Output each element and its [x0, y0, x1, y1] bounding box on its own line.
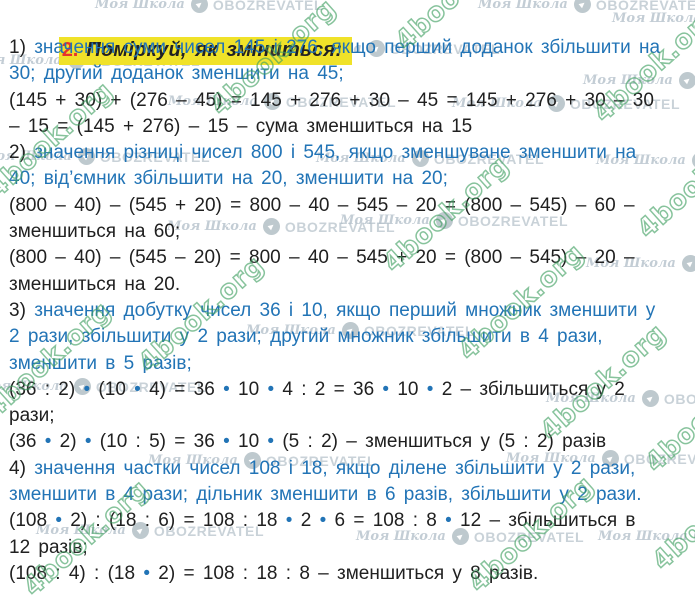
- text-segment: (800 – 40) – (545 + 20) = 800 – 40 – 545…: [9, 194, 635, 216]
- text-line: зменшиться на 20.: [9, 272, 660, 298]
- text-segment: рази;: [9, 405, 55, 427]
- multiplication-dot: •: [382, 378, 390, 400]
- multiplication-dot: •: [223, 431, 230, 453]
- text-line: (36 : 2) • (10 • 4) = 36 • 10 • 4 : 2 = …: [9, 377, 660, 403]
- text-segment: 10: [389, 378, 427, 400]
- text-segment: (36: [9, 431, 45, 453]
- text-line: 40; від’ємник збільшити на 20, зменшити …: [9, 166, 660, 192]
- task-header: 2. Поміркуй, як зміниться:: [9, 5, 660, 65]
- text-line: (108 : 4) : (18 • 2) = 108 : 18 : 8 – зм…: [9, 561, 660, 587]
- text-line: 12 разів;: [9, 535, 660, 561]
- text-line: 2 рази, збільшити у 2 рази; другий множн…: [9, 324, 660, 350]
- text-segment: (10 : 5) = 36: [91, 431, 224, 453]
- text-segment: (5 : 2) – зменшиться у (5 : 2) разів: [274, 431, 607, 453]
- text-segment: значення частки чисел 108 і 18, якщо діл…: [34, 457, 636, 479]
- text-segment: 6 = 108 : 8: [326, 510, 446, 532]
- text-line: 4) значення частки чисел 108 і 18, якщо …: [9, 456, 660, 482]
- text-segment: (108 : 4) : (18: [9, 562, 144, 584]
- text-segment: 4): [9, 457, 35, 479]
- text-segment: (108: [9, 510, 56, 532]
- text-segment: значення добутку чисел 36 і 10, якщо пер…: [34, 299, 656, 321]
- text-line: рази;: [9, 403, 660, 429]
- multiplication-dot: •: [143, 562, 150, 584]
- obozrevatel-logo-icon: ►: [681, 255, 695, 272]
- text-segment: 3): [9, 299, 35, 321]
- text-segment: (10: [90, 378, 135, 400]
- text-segment: 2): [51, 431, 85, 453]
- multiplication-dot: •: [44, 431, 52, 453]
- text-segment: 12 разів;: [9, 536, 88, 558]
- text-segment: 2: [292, 510, 320, 532]
- multiplication-dot: •: [445, 510, 452, 532]
- text-line: (800 – 40) – (545 – 20) = 800 – 40 – 545…: [9, 245, 660, 271]
- text-segment: 10: [229, 431, 268, 453]
- solution-text-block: 2. Поміркуй, як зміниться: 1) значення су…: [9, 5, 660, 587]
- text-line: 2) значення різниці чисел 800 і 545, якщ…: [9, 140, 660, 166]
- text-segment: 30; другий доданок зменшити на 45;: [9, 63, 344, 85]
- multiplication-dot: •: [319, 510, 327, 532]
- multiplication-dot: •: [223, 378, 230, 400]
- multiplication-dot: •: [285, 510, 293, 532]
- text-line: зменшити в 5 разів;: [9, 351, 660, 377]
- text-line: (800 – 40) – (545 + 20) = 800 – 40 – 545…: [9, 193, 660, 219]
- multiplication-dot: •: [84, 431, 92, 453]
- text-segment: 40; від’ємник збільшити на 20, зменшити …: [9, 168, 448, 190]
- text-segment: зменшити в 5 разів;: [9, 352, 192, 374]
- text-segment: 4 : 2 = 36: [274, 378, 383, 400]
- multiplication-dot: •: [426, 378, 434, 400]
- text-line: зменшиться на 60;: [9, 219, 660, 245]
- multiplication-dot: •: [267, 431, 275, 453]
- text-segment: (36 : 2): [9, 378, 84, 400]
- text-line: зменшити в 4 рази; дільник зменшити в 6 …: [9, 482, 660, 508]
- text-segment: зменшити в 4 рази; дільник зменшити в 6 …: [9, 484, 642, 506]
- text-line: (145 + 30) + (276 – 45) = 145 + 276 + 30…: [9, 88, 660, 114]
- text-segment: 2) : (18 : 6) = 108 : 18: [61, 510, 286, 532]
- text-segment: значення різниці чисел 800 і 545, якщо з…: [34, 142, 637, 164]
- watermark-brand-text: OBOZREVATEL: [663, 390, 695, 407]
- text-segment: 2) = 108 : 18 : 8 – зменшиться у 8 разів…: [150, 562, 539, 584]
- text-segment: 1): [9, 37, 35, 58]
- text-segment: значення суми чисел 145 і 276, якщо перш…: [34, 37, 661, 58]
- text-line: (36 • 2) • (10 : 5) = 36 • 10 • (5 : 2) …: [9, 429, 660, 455]
- text-line: (108 • 2) : (18 : 6) = 108 : 18 • 2 • 6 …: [9, 508, 660, 534]
- task-header-highlight: 2. Поміркуй, як зміниться:: [58, 37, 353, 65]
- multiplication-dot: •: [134, 378, 141, 400]
- text-segment: (145 + 30) + (276 – 45) = 145 + 276 + 30…: [9, 89, 654, 111]
- text-line: 1) значення суми чисел 145 і 276, якщо п…: [9, 35, 660, 61]
- text-segment: 2): [9, 142, 35, 164]
- text-line: 30; другий доданок зменшити на 45;: [9, 61, 660, 87]
- text-segment: зменшиться на 60;: [9, 221, 181, 243]
- text-segment: 2 – збільшиться у 2: [433, 378, 625, 400]
- text-segment: 10: [229, 378, 268, 400]
- text-segment: 12 – збільшиться в: [451, 510, 636, 532]
- text-segment: 4) = 36: [140, 378, 224, 400]
- task-title: Поміркуй, як зміниться:: [86, 39, 343, 61]
- multiplication-dot: •: [267, 378, 275, 400]
- text-segment: (800 – 40) – (545 – 20) = 800 – 40 – 545…: [9, 247, 635, 269]
- text-line: 3) значення добутку чисел 36 і 10, якщо …: [9, 298, 660, 324]
- text-segment: – 15 = (145 + 276) – 15 – сума зменшитьс…: [9, 115, 473, 137]
- text-segment: зменшиться на 20.: [9, 273, 181, 295]
- obozrevatel-logo-icon: ►: [678, 72, 695, 89]
- text-line: – 15 = (145 + 276) – 15 – сума зменшитьс…: [9, 114, 660, 140]
- text-segment: 2 рази, збільшити у 2 рази; другий множн…: [9, 326, 603, 348]
- multiplication-dot: •: [55, 510, 62, 532]
